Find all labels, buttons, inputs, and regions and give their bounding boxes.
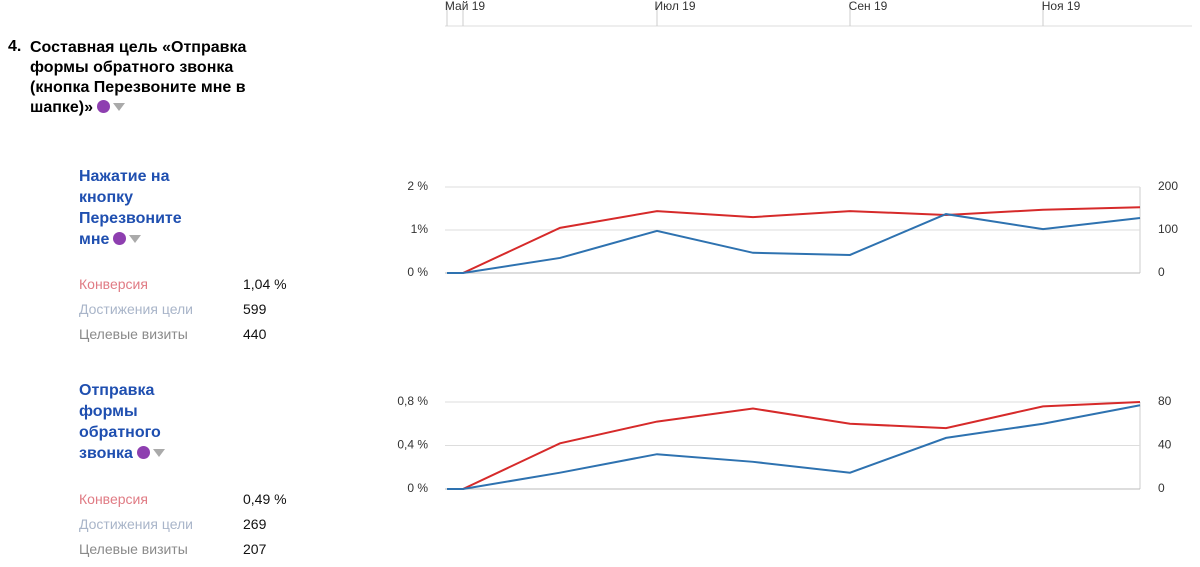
metric-label: Конверсия: [79, 491, 148, 507]
step-title: Отправка формы обратного звонка: [79, 380, 197, 464]
y-tick-label: 0 %: [407, 265, 428, 279]
metric-value: 269: [243, 516, 267, 532]
filter-icon[interactable]: [152, 449, 165, 457]
goal-icon[interactable]: [136, 446, 150, 459]
metric-value: 0,49 %: [243, 491, 287, 507]
step-title-text: Нажатие на кнопку Перезвоните мне: [79, 168, 182, 248]
y2-tick-label: 100: [1158, 222, 1178, 236]
metric-label: Достижения цели: [79, 516, 194, 532]
goal-number: 4.: [8, 38, 22, 55]
y-tick-label: 2 %: [407, 179, 428, 193]
metric-value: 440: [243, 326, 267, 342]
goal-icon[interactable]: [113, 232, 127, 245]
metric-label: Достижения цели: [79, 301, 194, 317]
timeline-label: Май 19: [445, 0, 486, 13]
metric-label: Конверсия: [79, 276, 148, 292]
y-tick-label: 1%: [411, 222, 429, 236]
goal-title: Составная цель «Отправка формы обратного…: [30, 38, 280, 118]
y-tick-label: 0 %: [407, 481, 428, 495]
metric-value: 1,04 %: [243, 276, 287, 292]
series-line: [447, 213, 1141, 274]
series-line: [447, 206, 1141, 274]
timeline-label: Сен 19: [849, 0, 888, 13]
series-line: [447, 404, 1141, 490]
y2-tick-label: 80: [1158, 394, 1172, 408]
y2-tick-label: 40: [1158, 438, 1172, 452]
metric-value: 207: [243, 541, 267, 557]
step-title: Нажатие на кнопку Перезвоните мне: [79, 166, 197, 250]
step-title-text: Отправка формы обратного звонка: [79, 382, 161, 462]
y-tick-label: 0,4 %: [397, 438, 428, 452]
timeline-label: Июл 19: [654, 0, 695, 13]
goal-icon[interactable]: [97, 100, 111, 113]
y2-tick-label: 0: [1158, 265, 1165, 279]
goal-title-text: Составная цель «Отправка формы обратного…: [30, 39, 247, 116]
metric-value: 599: [243, 301, 267, 317]
y-tick-label: 0,8 %: [397, 394, 428, 408]
series-line: [447, 401, 1141, 490]
filter-icon[interactable]: [113, 103, 126, 111]
y2-tick-label: 200: [1158, 179, 1178, 193]
y2-tick-label: 0: [1158, 481, 1165, 495]
filter-icon[interactable]: [129, 235, 142, 243]
timeline-label: Ноя 19: [1042, 0, 1081, 13]
metric-label: Целевые визиты: [79, 326, 188, 342]
metric-label: Целевые визиты: [79, 541, 188, 557]
